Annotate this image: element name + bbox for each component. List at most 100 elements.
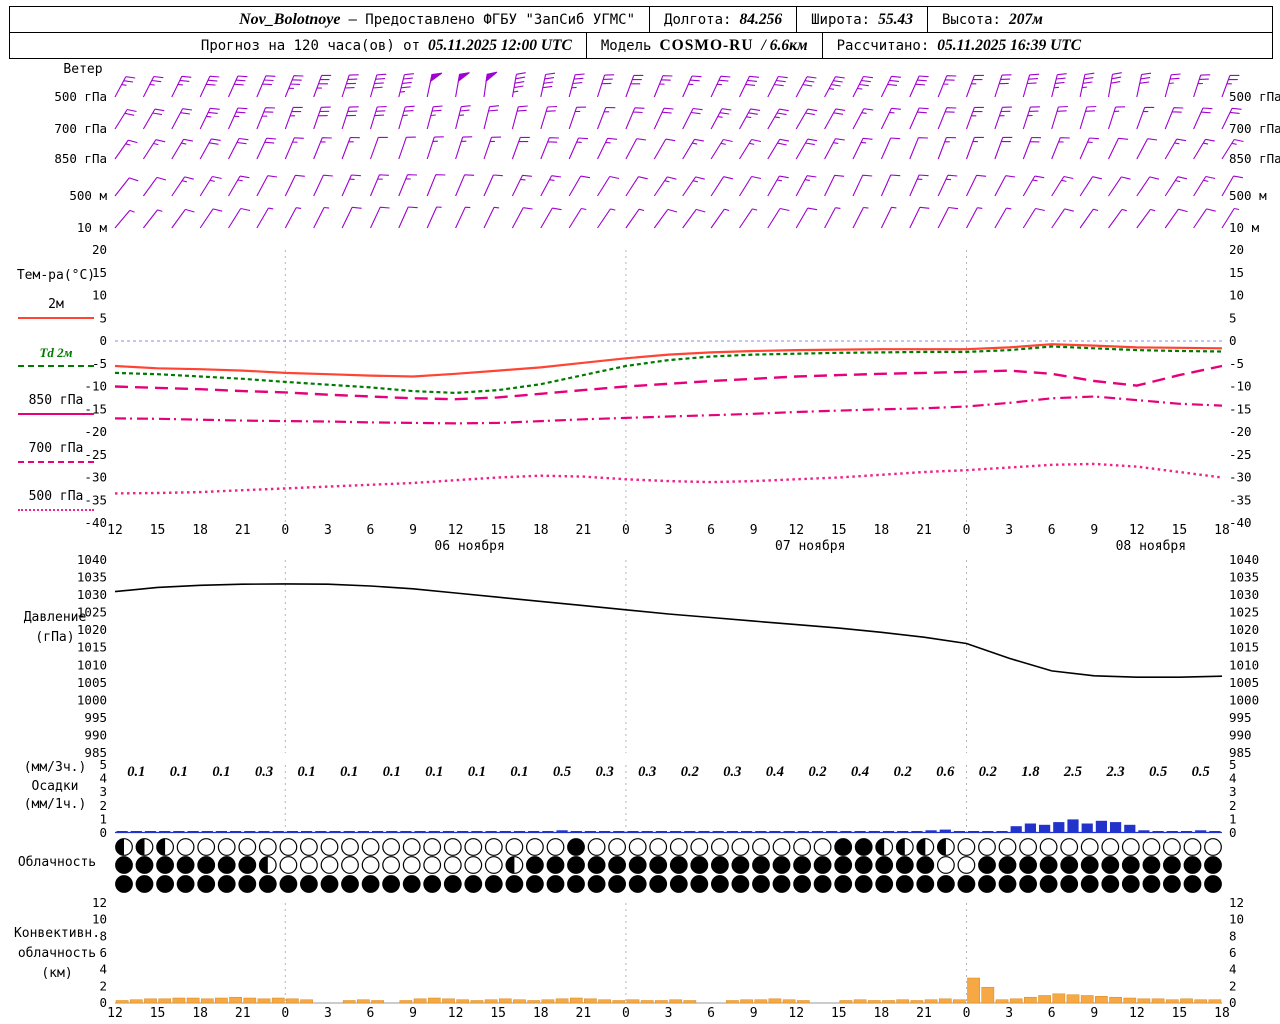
cloud-symbol (176, 875, 195, 893)
precip-bar (329, 831, 341, 833)
wind-barb (739, 175, 762, 197)
cloud-symbol (957, 875, 976, 893)
precip-bar (726, 831, 738, 833)
cloud-symbol (567, 875, 585, 893)
precip-bar (485, 831, 497, 833)
temp-ytick-right: 5 (1229, 310, 1237, 325)
wind-barb (114, 177, 139, 197)
wind-barb (909, 107, 929, 130)
altitude-field: Высота: 207м (926, 7, 1057, 32)
wind-barb (568, 137, 589, 160)
wind-barb (369, 174, 389, 197)
precip-bar (811, 831, 824, 833)
wind-barb (1107, 106, 1126, 130)
wind-barb-pennant (457, 72, 470, 83)
precip-ytick-left: 4 (99, 771, 107, 786)
wind-barb (682, 138, 705, 160)
conv-bar (995, 999, 1009, 1004)
precip-bar (159, 831, 171, 833)
wind-barb (966, 174, 987, 197)
temp-ytick-right: -15 (1229, 401, 1252, 416)
precip-bar (627, 831, 639, 833)
hour-tick-label-bottom: 15 (1172, 1006, 1188, 1021)
conv-ytick-right: 8 (1229, 928, 1237, 943)
conv-bar (144, 998, 157, 1004)
hour-tick-label: 6 (707, 523, 715, 538)
wind-barb (256, 75, 276, 98)
hour-tick-label-bottom: 6 (707, 1006, 715, 1021)
station-name: Nov_Bolotnoye (239, 10, 341, 28)
cloud-symbol (484, 838, 503, 856)
altitude-value: 207м (1009, 10, 1043, 28)
wind-barb (1221, 107, 1242, 130)
cloud-symbol (484, 875, 503, 893)
cloud-symbol-half (156, 838, 166, 856)
pressure-ytick-right: 1035 (1229, 570, 1259, 585)
precip-bar (613, 831, 625, 833)
conv-bar (300, 999, 313, 1004)
conv-bar (938, 998, 952, 1004)
pressure-ytick-left: 1030 (77, 587, 107, 602)
wind-barb (341, 206, 362, 229)
cloud-symbol-half (896, 838, 905, 856)
cloud-symbol (711, 856, 729, 874)
cloud-symbol (690, 875, 709, 893)
hour-tick-label-bottom: 21 (576, 1006, 592, 1021)
wind-barb (171, 176, 194, 197)
wind-barb (228, 137, 249, 160)
hour-tick-label-bottom: 15 (150, 1006, 166, 1021)
cloud-symbol (300, 856, 318, 874)
wind-barb (937, 107, 957, 130)
wind-barb (852, 75, 873, 98)
wind-barb (653, 208, 678, 229)
precip-bar (783, 831, 795, 833)
conv-bar (924, 999, 938, 1004)
wind-barb (1108, 208, 1127, 229)
cloud-symbol (567, 856, 585, 874)
legend-500-line-sample (18, 509, 94, 511)
wind-barb (511, 174, 532, 197)
cloud-symbol (176, 856, 195, 874)
hour-tick-label: 18 (533, 523, 549, 538)
temp-series-2м (114, 343, 1223, 378)
legend-2m-label: 2м (48, 297, 64, 312)
cloud-symbol (1142, 875, 1161, 893)
legend-td2m-label: Td 2м (39, 345, 73, 360)
pressure-ytick-right: 1015 (1229, 640, 1259, 655)
temp-ytick-left: -40 (84, 515, 107, 530)
wind-barb (824, 76, 845, 98)
wind-barb (511, 105, 528, 130)
conv-ytick-left: 2 (99, 978, 107, 993)
model-label: Модель (600, 37, 652, 54)
hour-tick-label-bottom: 18 (1214, 1006, 1230, 1021)
hour-tick-label: 3 (324, 523, 332, 538)
wind-barb (511, 207, 533, 229)
conv-ytick-right: 4 (1229, 962, 1237, 977)
conv-bar (470, 1000, 484, 1004)
precip-bar (258, 831, 270, 833)
cloud-symbol (279, 838, 298, 856)
cloud-symbol (505, 838, 524, 856)
cloud-symbol (1121, 838, 1140, 856)
cloud-symbol (1019, 856, 1037, 874)
wind-barb (937, 75, 957, 98)
hour-tick-label-bottom: 12 (788, 1006, 804, 1021)
pressure-ytick-left: 1040 (77, 552, 107, 567)
cloud-symbol (1060, 856, 1079, 874)
hour-tick-label: 9 (1090, 523, 1098, 538)
precip-ytick-left: 3 (99, 784, 107, 799)
cloud-symbol (608, 838, 626, 856)
precip-bar (996, 831, 1008, 833)
precip-3h-value: 0.5 (553, 764, 571, 780)
precip-1h-label: (мм/1ч.) (23, 797, 87, 812)
cloud-symbol (464, 856, 483, 874)
wind-barb (739, 75, 760, 98)
pressure-ytick-left: 1015 (77, 640, 107, 655)
wind-barb (710, 176, 734, 197)
wind-barb (994, 106, 1012, 130)
pressure-ytick-right: 1010 (1229, 657, 1259, 672)
hour-tick-label-bottom: 12 (448, 1006, 464, 1021)
hour-tick-label-bottom: 3 (324, 1006, 332, 1021)
wind-barb (284, 75, 304, 98)
wind-barb (625, 138, 647, 160)
